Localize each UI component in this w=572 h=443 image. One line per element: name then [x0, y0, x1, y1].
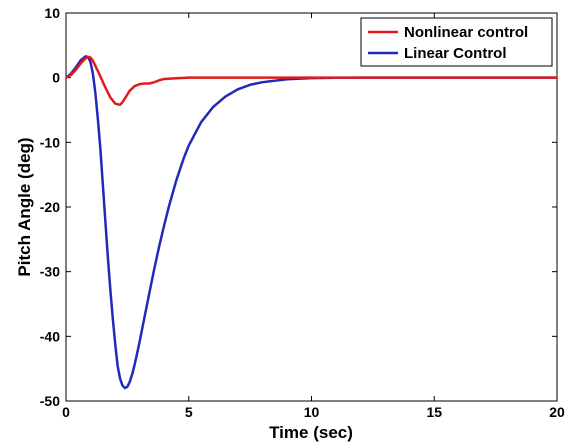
y-tick-label: -40 [40, 328, 60, 344]
x-tick-label: 10 [304, 404, 320, 420]
x-tick-label: 5 [185, 404, 193, 420]
legend-box [360, 17, 553, 67]
tick-labels: 0 5 10 15 20 10 0 -10 -20 -30 -40 -50 [40, 5, 565, 420]
x-axis-title: Time (sec) [269, 423, 353, 442]
y-tick-label: -30 [40, 264, 60, 280]
y-tick-label: -20 [40, 199, 60, 215]
legend: Nonlinear control Linear Control [360, 17, 553, 67]
x-tick-label: 20 [549, 404, 565, 420]
series-line-linear [65, 55, 557, 390]
y-axis-title: Pitch Angle (deg) [15, 137, 34, 276]
x-tick-label: 15 [426, 404, 442, 420]
y-tick-label: 10 [44, 5, 60, 21]
legend-label-linear: Linear Control [404, 45, 507, 62]
y-tick-label: -10 [40, 134, 60, 150]
series-lines [65, 55, 557, 390]
x-tick-label: 0 [62, 404, 70, 420]
series-line-nonlinear [65, 55, 557, 107]
legend-label-nonlinear: Nonlinear control [404, 24, 528, 41]
y-tick-label: 0 [52, 70, 60, 86]
y-tick-label: -50 [40, 393, 60, 409]
